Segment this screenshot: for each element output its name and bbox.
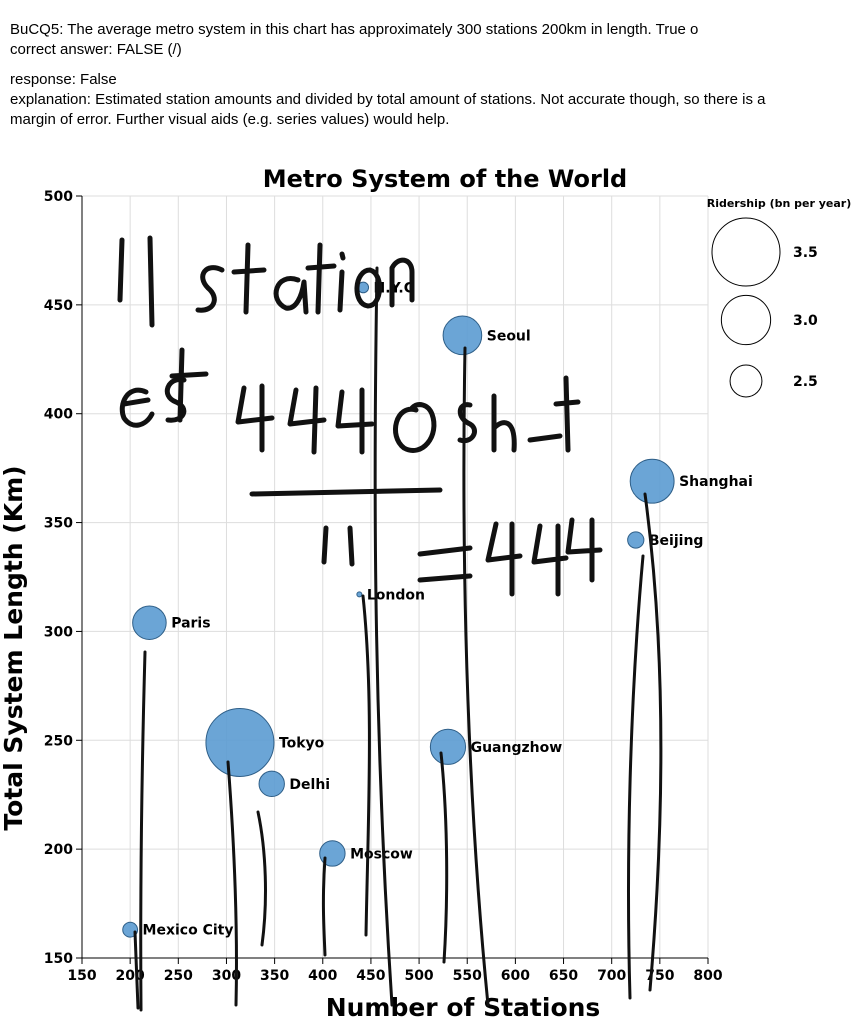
response-text: response: False bbox=[10, 71, 117, 88]
point-label: Moscow bbox=[350, 846, 413, 862]
bubble-paris bbox=[132, 605, 167, 640]
grid-lines bbox=[81, 195, 709, 959]
bubble-seoul bbox=[442, 315, 483, 356]
y-tick-label: 450 bbox=[44, 298, 73, 314]
point-label: Shanghai bbox=[679, 474, 753, 490]
x-tick-label: 350 bbox=[260, 968, 289, 984]
point-label: Paris bbox=[171, 616, 210, 632]
tick-labels: 150 200 250 300 350 400 450 500 550 600 650 700 750 8… bbox=[44, 189, 723, 984]
legend-bubble bbox=[720, 294, 772, 346]
x-tick-label: 300 bbox=[212, 968, 241, 984]
y-tick-label: 350 bbox=[44, 516, 73, 532]
question-text: BuCQ5: The average metro system in this … bbox=[10, 21, 699, 38]
legend-title: Ridership (bn per year) bbox=[707, 197, 852, 210]
correct-answer-text: correct answer: FALSE (/) bbox=[10, 41, 182, 58]
bubble-shanghai bbox=[629, 458, 675, 504]
y-tick-label: 400 bbox=[44, 407, 73, 423]
point-label: Delhi bbox=[289, 777, 330, 793]
legend-bubble bbox=[729, 364, 763, 398]
x-tick-label: 400 bbox=[308, 968, 337, 984]
y-tick-label: 500 bbox=[44, 189, 73, 205]
point-labels: N.Y.CSeoulShanghaiBeijingLondonParisToky… bbox=[143, 280, 753, 938]
handwritten-annotation bbox=[117, 235, 663, 1012]
x-tick-label: 500 bbox=[404, 968, 433, 984]
bubble-london bbox=[356, 591, 363, 598]
handwriting-divider bbox=[249, 487, 443, 497]
bubble-guangzhow bbox=[429, 728, 467, 765]
x-tick-label: 450 bbox=[356, 968, 385, 984]
bubble-beijing bbox=[627, 531, 645, 549]
handwriting-line-1 bbox=[117, 235, 415, 328]
x-tick-label: 800 bbox=[693, 968, 722, 984]
x-tick-label: 250 bbox=[164, 968, 193, 984]
legend-label: 3.5 bbox=[793, 245, 818, 261]
point-label: Guangzhow bbox=[471, 740, 563, 756]
point-label: Beijing bbox=[649, 533, 704, 549]
x-axis-label: Number of Stations bbox=[326, 993, 601, 1022]
size-legend: Ridership (bn per year) 3.5 3.0 2.5 bbox=[707, 197, 852, 398]
point-label: Tokyo bbox=[279, 735, 325, 751]
axes bbox=[76, 195, 709, 964]
y-tick-label: 250 bbox=[44, 733, 73, 749]
legend-label: 3.0 bbox=[793, 313, 818, 329]
handwriting-line-3 bbox=[321, 517, 603, 597]
point-label: London bbox=[367, 587, 425, 603]
y-tick-label: 200 bbox=[44, 842, 73, 858]
x-tick-label: 550 bbox=[453, 968, 482, 984]
point-label: Seoul bbox=[487, 328, 531, 344]
x-tick-label: 150 bbox=[67, 968, 96, 984]
y-axis-label: Total System Length (Km) bbox=[0, 465, 28, 830]
explanation-text: explanation: Estimated station amounts a… bbox=[10, 91, 766, 128]
chart-title: Metro System of the World bbox=[263, 165, 627, 193]
bubbles bbox=[122, 281, 675, 938]
point-label: Mexico City bbox=[143, 923, 234, 939]
bubble-delhi bbox=[258, 770, 285, 798]
bubble-tokyo bbox=[205, 707, 275, 777]
y-tick-label: 150 bbox=[44, 951, 73, 967]
x-tick-label: 650 bbox=[549, 968, 578, 984]
response-block: response: False explanation: Estimated s… bbox=[10, 70, 810, 130]
y-tick-label: 300 bbox=[44, 624, 73, 640]
x-tick-label: 700 bbox=[597, 968, 626, 984]
legend-label: 2.5 bbox=[793, 374, 818, 390]
x-tick-label: 600 bbox=[501, 968, 530, 984]
legend-bubble bbox=[711, 217, 781, 287]
handwriting-line-2 bbox=[119, 347, 581, 455]
handwriting-drop-lines bbox=[133, 266, 663, 1012]
